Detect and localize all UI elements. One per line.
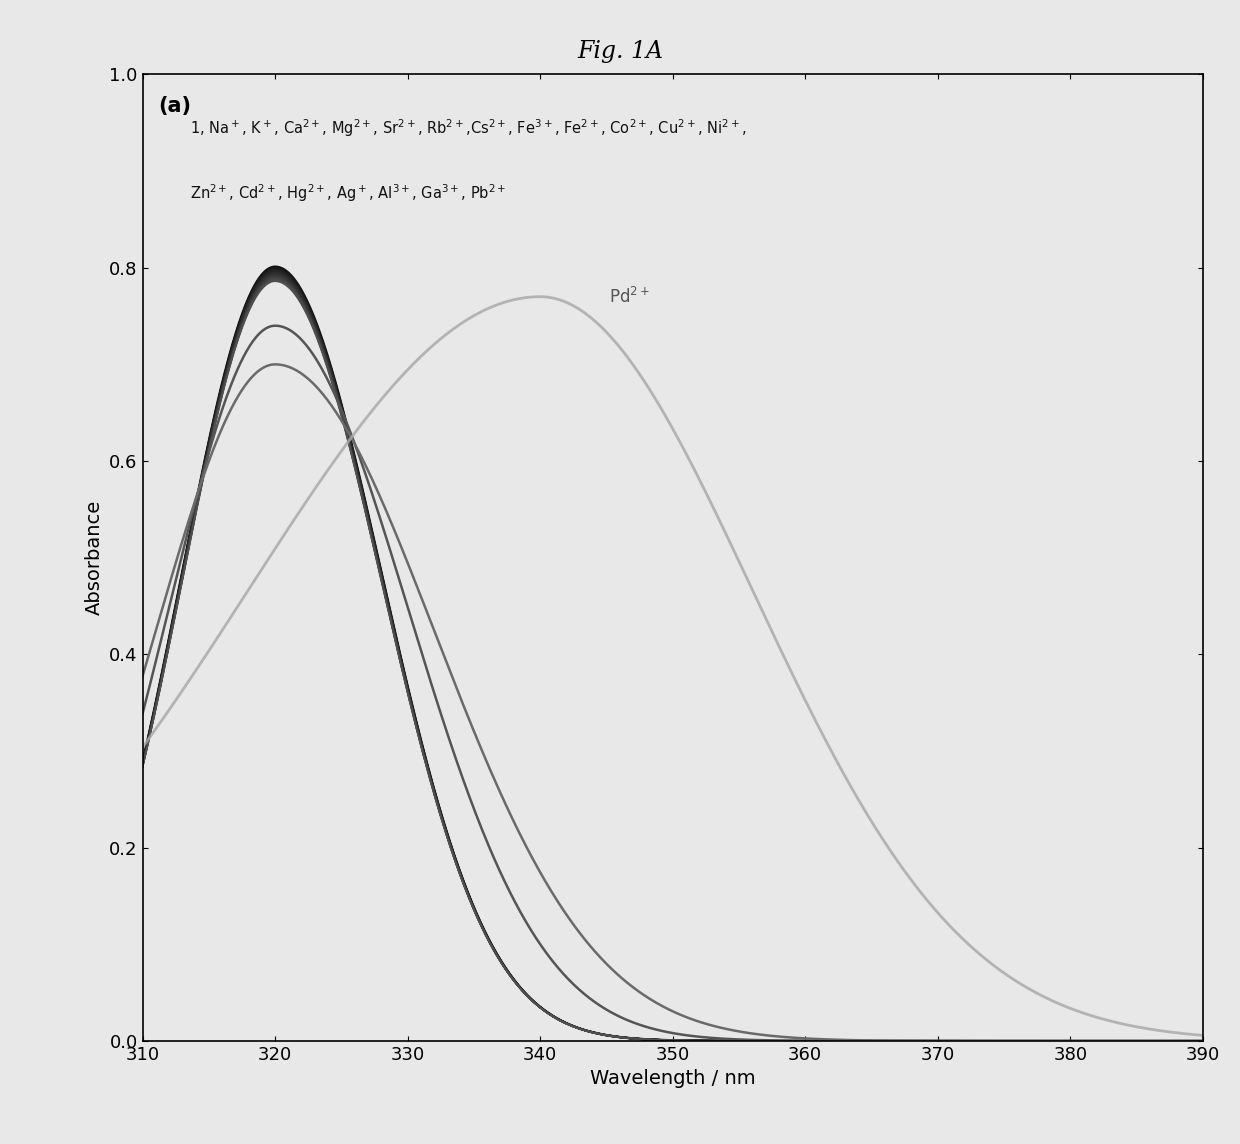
X-axis label: Wavelength / nm: Wavelength / nm bbox=[590, 1070, 755, 1088]
Text: (a): (a) bbox=[159, 96, 191, 116]
Text: Pd$^{2+}$: Pd$^{2+}$ bbox=[609, 287, 650, 307]
Text: Fig. 1A: Fig. 1A bbox=[577, 40, 663, 63]
Text: 1, Na$^+$, K$^+$, Ca$^{2+}$, Mg$^{2+}$, Sr$^{2+}$, Rb$^{2+}$,Cs$^{2+}$, Fe$^{3+}: 1, Na$^+$, K$^+$, Ca$^{2+}$, Mg$^{2+}$, … bbox=[190, 117, 746, 138]
Y-axis label: Absorbance: Absorbance bbox=[84, 500, 104, 615]
Text: Zn$^{2+}$, Cd$^{2+}$, Hg$^{2+}$, Ag$^+$, Al$^{3+}$, Ga$^{3+}$, Pb$^{2+}$: Zn$^{2+}$, Cd$^{2+}$, Hg$^{2+}$, Ag$^+$,… bbox=[190, 183, 507, 205]
